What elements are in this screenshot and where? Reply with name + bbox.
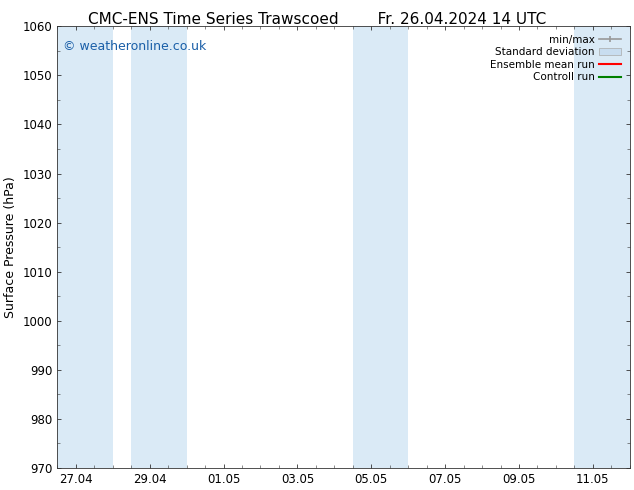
Bar	[574, 26, 630, 468]
Text: CMC-ENS Time Series Trawscoed        Fr. 26.04.2024 14 UTC: CMC-ENS Time Series Trawscoed Fr. 26.04.…	[88, 12, 546, 27]
Y-axis label: Surface Pressure (hPa): Surface Pressure (hPa)	[4, 176, 17, 318]
Bar	[57, 26, 113, 468]
Text: © weatheronline.co.uk: © weatheronline.co.uk	[63, 40, 206, 52]
Bar	[353, 26, 408, 468]
Bar	[131, 26, 186, 468]
Legend: min/max, Standard deviation, Ensemble mean run, Controll run: min/max, Standard deviation, Ensemble me…	[486, 31, 624, 86]
